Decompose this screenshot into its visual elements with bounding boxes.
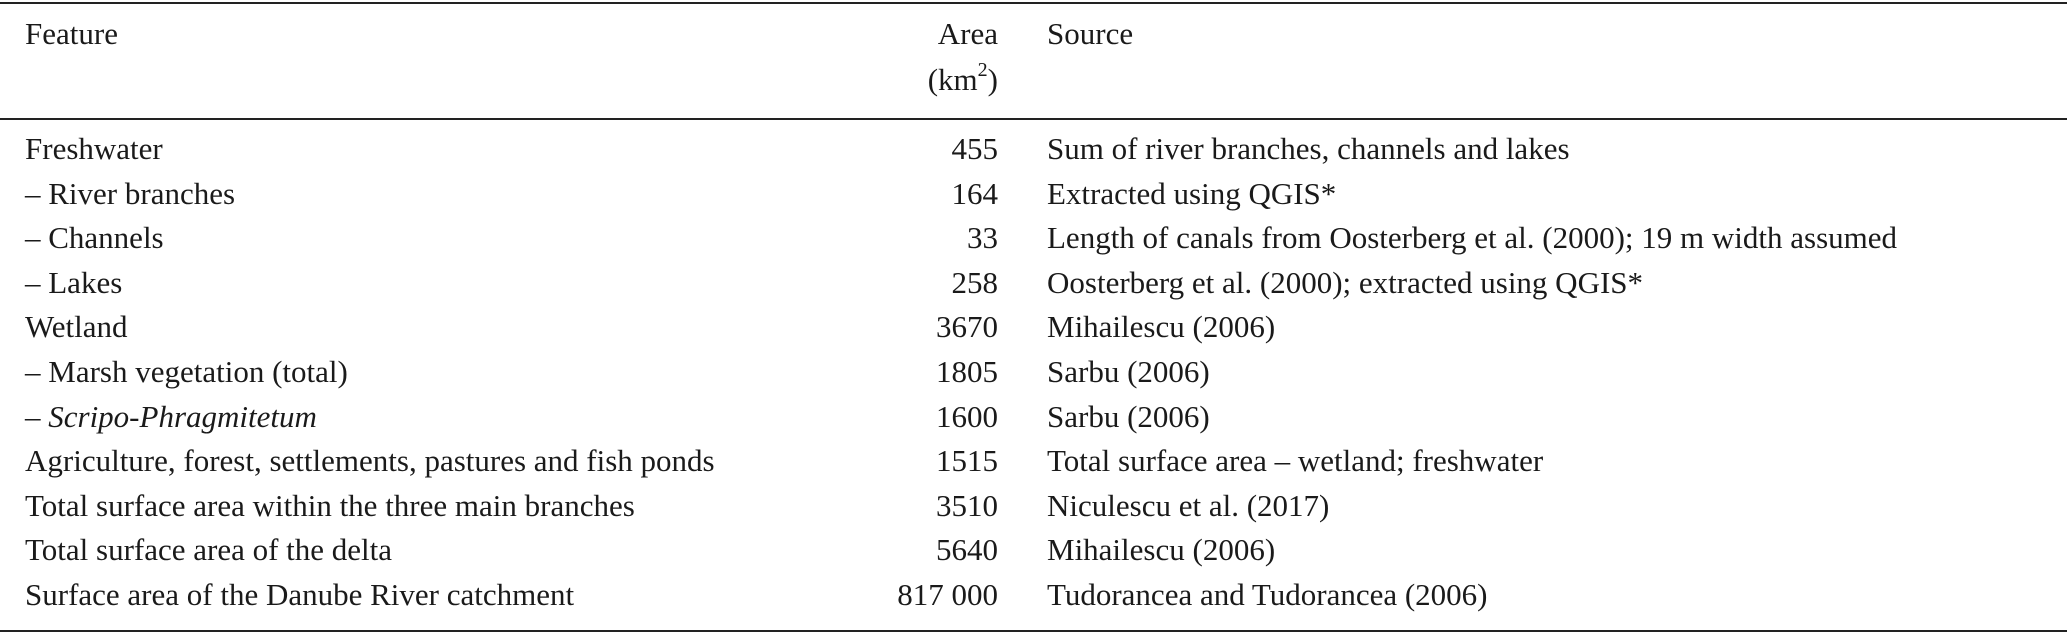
header-area: Area xyxy=(937,16,998,51)
source-cell: Total surface area – wetland; freshwater xyxy=(1047,443,1544,479)
source-cell: Length of canals from Oosterberg et al. … xyxy=(1047,220,1898,256)
feature-cell: – Lakes xyxy=(25,264,123,300)
area-cell: 33 xyxy=(967,220,998,256)
area-cell: 3510 xyxy=(936,487,998,523)
source-cell: Extracted using QGIS* xyxy=(1047,175,1337,211)
feature-prefix: – xyxy=(25,398,49,434)
feature-cell: – Scripo-Phragmitetum xyxy=(25,399,317,435)
source-cell: Sum of river branches, channels and lake… xyxy=(1047,131,1570,166)
area-cell: 258 xyxy=(951,264,999,300)
top-rule xyxy=(0,2,2067,4)
feature-italic: Scripo-Phragmitetum xyxy=(48,398,317,434)
area-cell: 1805 xyxy=(936,354,998,389)
source-cell: Tudorancea and Tudorancea (2006) xyxy=(1047,577,1488,612)
header-feature: Feature xyxy=(25,16,118,51)
feature-cell: – Channels xyxy=(25,220,164,256)
header-rule xyxy=(0,118,2067,120)
feature-cell: Agriculture, forest, settlements, pastur… xyxy=(25,443,715,479)
feature-cell: Freshwater xyxy=(25,131,163,166)
source-cell: Oosterberg et al. (2000); extracted usin… xyxy=(1047,264,1644,300)
source-cell: Mihailescu (2006) xyxy=(1047,532,1276,568)
feature-cell: – Marsh vegetation (total) xyxy=(25,354,348,389)
unit-text: ) xyxy=(987,62,998,97)
source-cell: Sarbu (2006) xyxy=(1047,398,1210,434)
area-cell: 1515 xyxy=(936,443,998,479)
source-cell: Niculescu et al. (2017) xyxy=(1047,487,1330,523)
source-cell: Sarbu (2006) xyxy=(1047,354,1210,389)
header-source: Source xyxy=(1047,16,1134,51)
area-cell: 817 000 xyxy=(897,577,998,612)
unit-text: (km xyxy=(927,62,978,97)
unit-power: 2 xyxy=(977,58,988,81)
source-cell: Mihailescu (2006) xyxy=(1047,309,1276,345)
feature-cell: – River branches xyxy=(25,175,236,211)
bottom-rule xyxy=(0,630,2067,632)
area-cell: 164 xyxy=(951,175,999,211)
feature-cell: Surface area of the Danube River catchme… xyxy=(25,577,575,612)
feature-cell: Wetland xyxy=(25,309,128,345)
feature-cell: Total surface area of the delta xyxy=(25,532,393,568)
area-cell: 455 xyxy=(951,131,999,166)
header-area-unit: (km2) xyxy=(800,58,998,98)
area-cell: 3670 xyxy=(936,309,998,345)
area-cell: 5640 xyxy=(936,532,998,568)
area-cell: 1600 xyxy=(936,398,998,434)
feature-cell: Total surface area within the three main… xyxy=(25,487,635,523)
